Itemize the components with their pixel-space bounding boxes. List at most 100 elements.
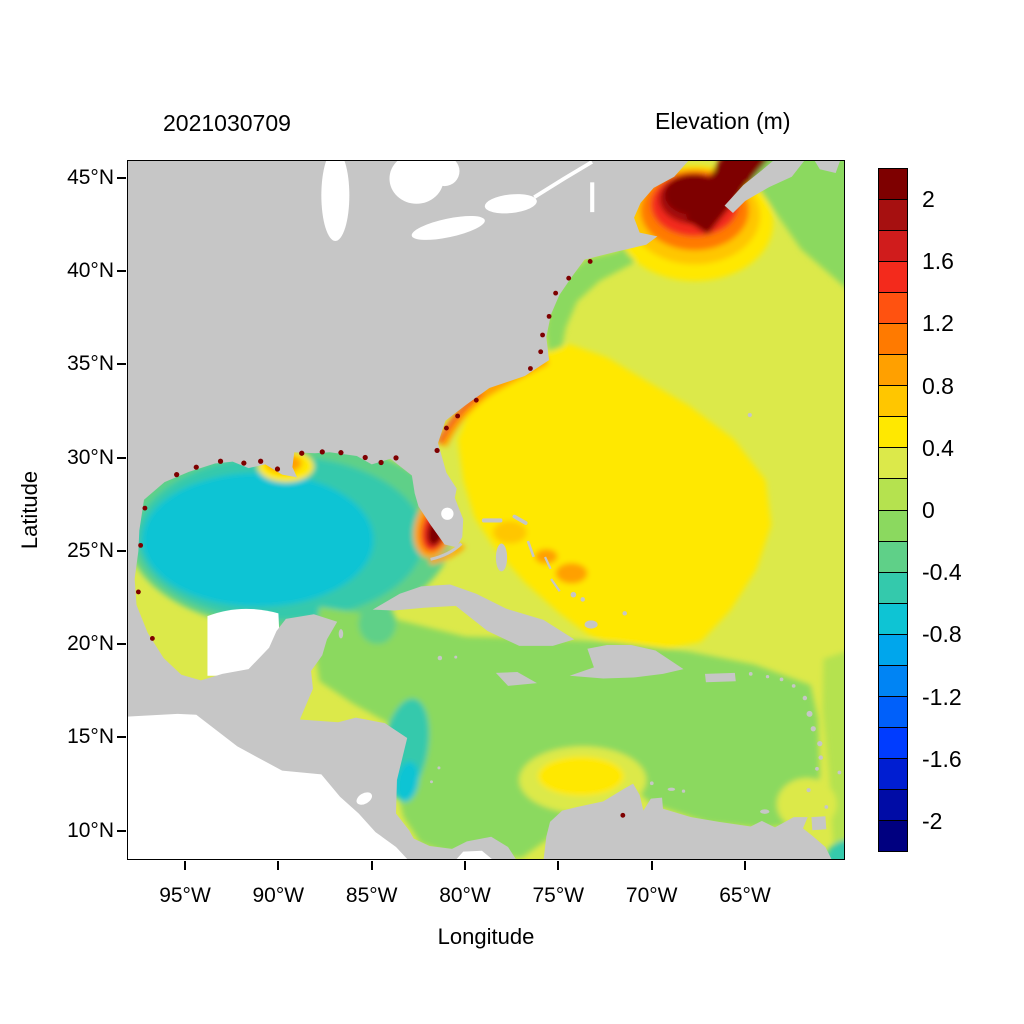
x-axis-tick xyxy=(277,861,280,870)
y-axis-tick xyxy=(117,456,126,459)
lake-okeechobee xyxy=(441,507,454,520)
land-jamaica xyxy=(495,671,537,686)
lake-erie xyxy=(411,216,485,240)
x-axis-tick-label: 80°W xyxy=(439,884,491,907)
colorbar-band xyxy=(879,416,907,448)
colorbar-tick-label: 2 xyxy=(922,186,935,213)
lake-champlain xyxy=(590,182,595,213)
y-axis-title: Latitude xyxy=(17,470,42,550)
antilles-and-small-islands xyxy=(338,413,842,814)
y-axis-tick xyxy=(117,829,126,832)
x-axis-tick xyxy=(370,861,373,870)
x-axis-tick-label: 95°W xyxy=(159,884,211,907)
colorbar-tick-label: -2 xyxy=(922,807,943,834)
florida-keys-orange-arc xyxy=(428,543,466,565)
yucatan-channel-patch xyxy=(358,603,397,645)
y-axis-tick-label: 30°N xyxy=(67,445,114,469)
colorbar-band xyxy=(879,757,907,789)
land-puerto-rico xyxy=(704,672,736,683)
x-axis-title: Longitude xyxy=(437,924,535,949)
florida-keys-chain xyxy=(430,542,463,561)
colorbar-band xyxy=(879,726,907,758)
colorbar-band xyxy=(879,478,907,510)
bahamas-islands xyxy=(481,514,627,629)
colorbar-band xyxy=(879,199,907,231)
x-axis-tick xyxy=(744,861,746,870)
y-axis-tick-label: 45°N xyxy=(67,166,114,189)
pacific-no-data xyxy=(127,713,494,860)
colorbar-tick-label: -0.8 xyxy=(922,621,962,648)
west-caribbean-cyan xyxy=(395,761,419,803)
colorbar-title: Elevation (m) xyxy=(655,108,791,134)
gulf-of-panama-notch xyxy=(455,850,494,860)
colorbar-tick-label: -0.4 xyxy=(922,559,962,586)
y-axis-tick-label: 10°N xyxy=(67,818,114,842)
bahamas-orange-patch xyxy=(535,549,558,564)
lake-michigan xyxy=(321,160,350,241)
midatlantic-bight-strip xyxy=(545,230,656,357)
bahamas-orange-patch xyxy=(555,563,588,584)
y-axis-tick xyxy=(117,736,126,739)
colorbar-band xyxy=(879,695,907,727)
colombia-basin-yellow xyxy=(537,756,624,796)
x-axis-tick xyxy=(184,861,186,870)
colorbar-band xyxy=(879,819,907,852)
colorbar-tick-label: -1.2 xyxy=(922,683,962,710)
bermuda-island xyxy=(747,413,752,418)
colorbar-band xyxy=(879,664,907,696)
colorbar xyxy=(878,168,908,852)
x-axis-tick xyxy=(557,861,560,870)
x-axis-tick-label: 90°W xyxy=(252,884,305,907)
colorbar-band xyxy=(879,261,907,293)
colorbar-band xyxy=(879,323,907,355)
east-edge-green-band xyxy=(822,651,845,860)
lake-ontario xyxy=(484,194,537,214)
y-axis-tick-label: 15°N xyxy=(67,725,114,749)
x-axis-tick-label: 65°W xyxy=(719,884,771,907)
colorbar-band xyxy=(879,788,907,820)
x-axis-tick-label: 75°W xyxy=(532,884,585,907)
y-axis-tick xyxy=(117,643,126,646)
landmasses xyxy=(127,160,842,860)
map-plot-area xyxy=(127,160,845,860)
colorbar-band xyxy=(879,540,907,572)
colorbar-tick-label: 0.8 xyxy=(922,372,954,399)
ocean-field xyxy=(127,160,845,860)
y-axis-tick xyxy=(117,363,126,366)
georgian-bay xyxy=(429,160,460,187)
northeast-green-patch xyxy=(741,160,845,288)
land-trinidad xyxy=(811,816,827,831)
colorbar-band xyxy=(879,385,907,417)
y-axis-tick xyxy=(117,549,126,552)
colorbar-band xyxy=(879,602,907,634)
lake-nicaragua xyxy=(356,792,373,805)
caribbean-green-fill xyxy=(313,606,820,859)
colorbar-band xyxy=(879,571,907,603)
colorbar-tick-label: 0 xyxy=(922,497,935,523)
coastal-surge-specks xyxy=(135,259,626,818)
map-svg xyxy=(127,160,845,860)
great-lakes xyxy=(321,160,595,805)
y-axis-tick-label: 25°N xyxy=(67,538,114,562)
y-axis-tick xyxy=(117,270,126,273)
colorbar-tick-label: 1.2 xyxy=(922,310,954,337)
colorbar-band xyxy=(879,354,907,386)
colorbar-tick-label: -1.6 xyxy=(922,745,962,772)
y-axis-tick xyxy=(117,177,126,179)
sargasso-yellow-region xyxy=(457,344,772,650)
land-north-america xyxy=(127,160,690,860)
colorbar-band xyxy=(879,292,907,324)
land-hispaniola xyxy=(569,644,684,679)
land-south-america xyxy=(543,783,832,860)
datetime-title: 2021030709 xyxy=(163,110,291,136)
st-lawrence-river xyxy=(533,160,593,199)
colorbar-tick-label: 0.4 xyxy=(922,434,954,461)
gulf-of-mexico-cyan-core xyxy=(142,472,374,607)
colorbar-band xyxy=(879,509,907,541)
x-axis-tick xyxy=(464,861,466,870)
colorbar-band xyxy=(879,230,907,262)
bay-of-fundy-wedge xyxy=(685,160,768,235)
land-cuba xyxy=(372,584,575,646)
x-axis-tick-label: 70°W xyxy=(625,884,678,907)
